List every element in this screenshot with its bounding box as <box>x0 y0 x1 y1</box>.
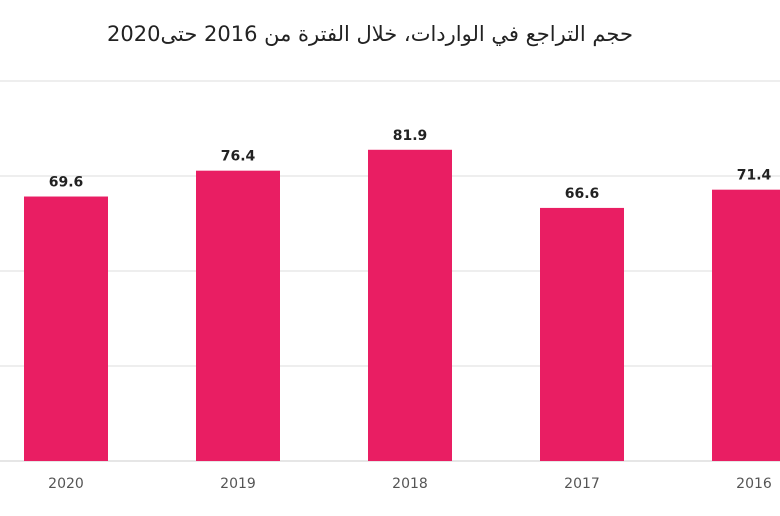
data-label-2016: 71.4 <box>737 168 772 184</box>
data-label-2018: 81.9 <box>393 128 428 144</box>
data-label-2020: 69.6 <box>49 175 84 191</box>
x-tick-2019: 2019 <box>220 476 256 492</box>
x-tick-2018: 2018 <box>392 476 428 492</box>
data-label-2019: 76.4 <box>221 149 256 165</box>
bar-2018 <box>368 149 452 461</box>
x-tick-2020: 2020 <box>48 476 84 492</box>
x-axis-ticks: 2020 2019 2018 2017 2016 <box>48 476 772 492</box>
chart-title: حجم التراجع في الواردات، خلال الفترة من … <box>107 22 633 46</box>
x-tick-2016: 2016 <box>736 476 772 492</box>
bar-2017 <box>540 207 624 461</box>
data-label-2017: 66.6 <box>565 186 600 202</box>
x-tick-2017: 2017 <box>564 476 600 492</box>
bar-2020 <box>24 196 108 461</box>
bar-2019 <box>196 170 280 461</box>
bar-2016 <box>712 189 780 461</box>
data-labels: 69.6 76.4 81.9 66.6 71.4 <box>49 128 772 202</box>
bars <box>24 149 780 461</box>
